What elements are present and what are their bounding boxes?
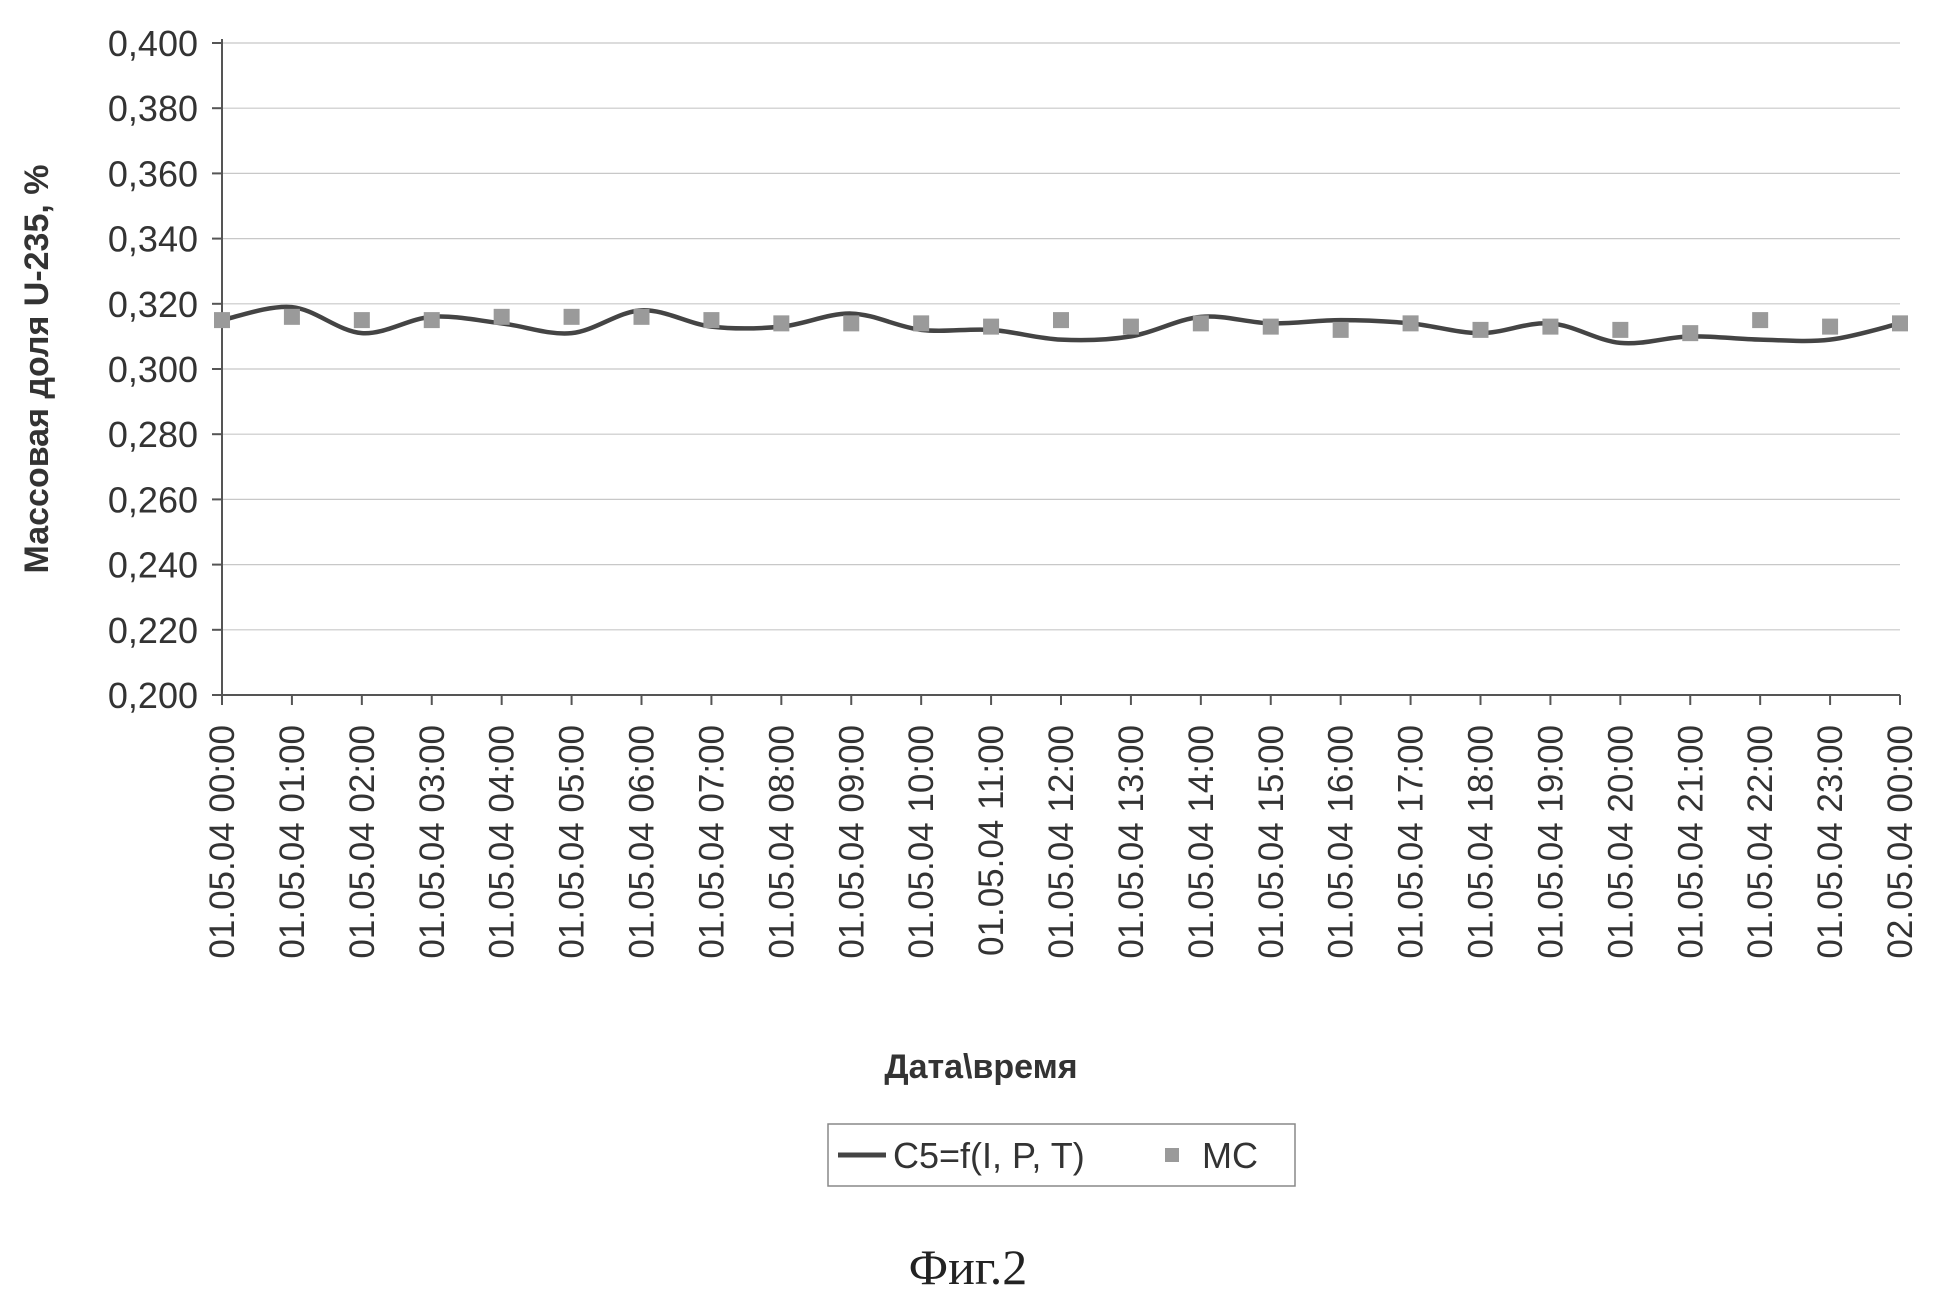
y-tick-label: 0,400 [108, 23, 198, 64]
y-tick-label: 0,240 [108, 545, 198, 586]
x-tick-label: 01.05.04 21:00 [1671, 725, 1710, 959]
ms-marker [1053, 312, 1069, 328]
x-tick-label: 01.05.04 06:00 [623, 725, 662, 959]
x-tick-label: 01.05.04 17:00 [1392, 725, 1431, 959]
ms-marker [1473, 322, 1489, 338]
ms-marker [1892, 315, 1908, 331]
x-tick-label: 01.05.04 09:00 [832, 725, 871, 959]
x-tick-label: 01.05.04 22:00 [1741, 725, 1780, 959]
y-tick-label: 0,380 [108, 88, 198, 129]
ms-marker [564, 309, 580, 325]
ms-marker [913, 315, 929, 331]
ms-marker [1682, 325, 1698, 341]
y-tick-label: 0,280 [108, 414, 198, 455]
x-tick-label: 01.05.04 12:00 [1042, 725, 1081, 959]
ms-marker [703, 312, 719, 328]
axes [212, 39, 1900, 705]
x-tick-label: 01.05.04 00:00 [203, 725, 242, 959]
legend-marker-swatch [1165, 1148, 1179, 1162]
y-tick-label: 0,360 [108, 153, 198, 194]
ms-marker [773, 315, 789, 331]
x-tick-label: 01.05.04 18:00 [1462, 725, 1501, 959]
y-tick-label: 0,340 [108, 219, 198, 260]
legend-label-markers: МС [1202, 1135, 1258, 1176]
ms-marker [843, 315, 859, 331]
ms-marker [424, 312, 440, 328]
plot-area [214, 307, 1908, 343]
y-tick-label: 0,300 [108, 349, 198, 390]
ms-marker [284, 309, 300, 325]
ms-marker [1403, 315, 1419, 331]
x-tick-label: 01.05.04 20:00 [1601, 725, 1640, 959]
figure-caption: Фиг.2 [0, 1238, 1936, 1296]
ms-marker [1333, 322, 1349, 338]
y-tick-label: 0,200 [108, 675, 198, 716]
ms-marker [1542, 319, 1558, 335]
y-tick-labels: 0,200 0,220 0,240 0,260 0,280 0,300 0,320 0,340… [108, 23, 198, 716]
ms-marker [1193, 315, 1209, 331]
x-tick-label: 01.05.04 07:00 [692, 725, 731, 959]
y-tick-label: 0,220 [108, 610, 198, 651]
ms-marker [634, 309, 650, 325]
x-tick-label: 01.05.04 10:00 [902, 725, 941, 959]
x-tick-label: 01.05.04 02:00 [343, 725, 382, 959]
x-tick-label: 01.05.04 11:00 [972, 725, 1011, 956]
ms-marker [494, 309, 510, 325]
ms-marker [1263, 319, 1279, 335]
x-tick-label: 01.05.04 01:00 [273, 725, 312, 959]
ms-marker [983, 319, 999, 335]
x-tick-labels: 01.05.04 00:00 01.05.04 01:00 01.05.04 02:… [203, 725, 1920, 959]
x-tick-label: 01.05.04 23:00 [1811, 725, 1850, 959]
ms-marker [214, 312, 230, 328]
legend: C5=f(I, P, T) МС [828, 1124, 1295, 1186]
x-tick-label: 01.05.04 04:00 [483, 725, 522, 959]
y-tick-label: 0,260 [108, 479, 198, 520]
x-tick-label: 01.05.04 13:00 [1112, 725, 1151, 959]
x-tick-label: 01.05.04 15:00 [1252, 725, 1291, 959]
x-tick-label: 02.05.04 00:00 [1881, 725, 1920, 959]
ms-marker [1612, 322, 1628, 338]
ms-marker [1822, 319, 1838, 335]
x-tick-label: 01.05.04 16:00 [1322, 725, 1361, 959]
y-tick-label: 0,320 [108, 284, 198, 325]
x-tick-label: 01.05.04 05:00 [553, 725, 592, 959]
gridlines [222, 43, 1900, 630]
x-tick-label: 01.05.04 08:00 [762, 725, 801, 959]
y-axis-label: Массовая доля U-235, % [18, 165, 56, 574]
ms-marker [1123, 319, 1139, 335]
ms-marker [1752, 312, 1768, 328]
legend-label-line: C5=f(I, P, T) [893, 1135, 1085, 1176]
x-axis-label: Дата\время [884, 1048, 1077, 1086]
x-tick-label: 01.05.04 19:00 [1531, 725, 1570, 959]
ms-marker [354, 312, 370, 328]
x-tick-label: 01.05.04 14:00 [1182, 725, 1221, 959]
x-tick-label: 01.05.04 03:00 [413, 725, 452, 959]
